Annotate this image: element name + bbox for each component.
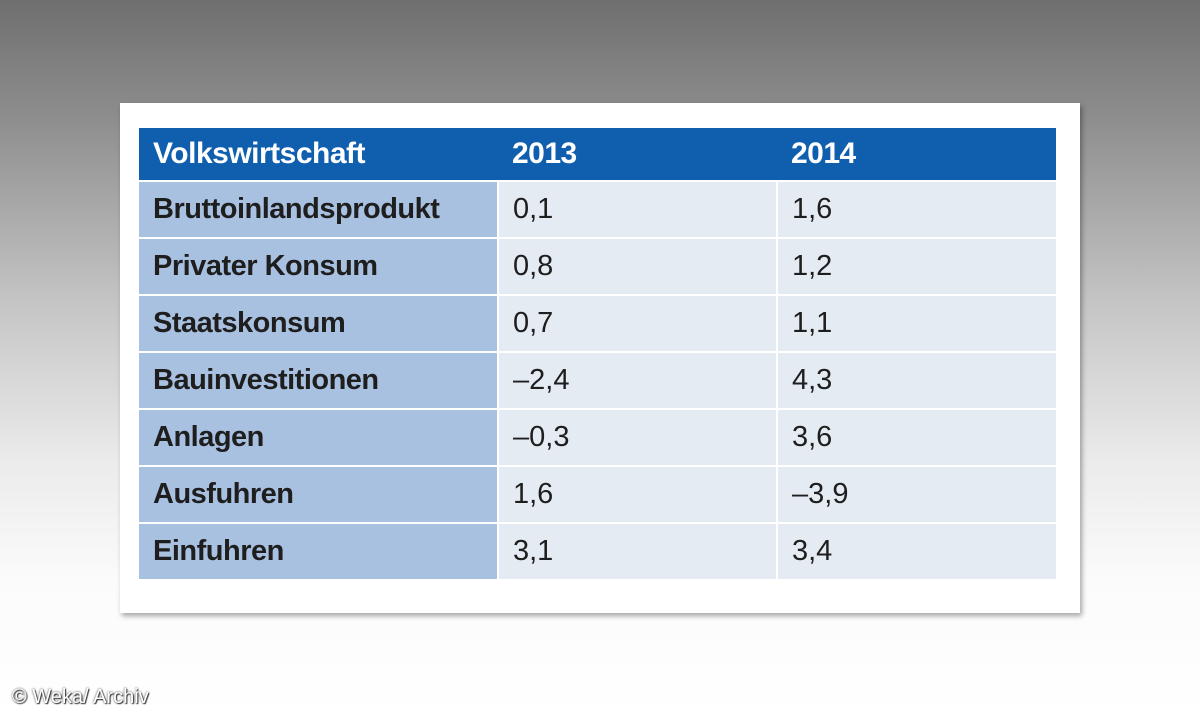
value-cell: 1,1: [776, 294, 1056, 352]
table-row: Staatskonsum 0,7 1,1: [139, 294, 1056, 352]
value-cell: 1,2: [776, 237, 1056, 295]
row-label: Anlagen: [139, 408, 498, 466]
table-row: Bauinvestitionen –2,4 4,3: [139, 351, 1056, 409]
copyright-credit: © Weka/ Archiv: [12, 686, 149, 708]
table-row: Bruttoinlandsprodukt 0,1 1,6: [139, 180, 1056, 238]
table-row: Ausfuhren 1,6 –3,9: [139, 465, 1056, 523]
table-row: Anlagen –0,3 3,6: [139, 408, 1056, 466]
table-row: Privater Konsum 0,8 1,2: [139, 237, 1056, 295]
row-label: Privater Konsum: [139, 237, 498, 295]
value-cell: –0,3: [497, 408, 777, 466]
column-header: 2014: [777, 128, 1056, 181]
column-header: 2013: [498, 128, 777, 181]
row-label: Ausfuhren: [139, 465, 498, 523]
table-row: Einfuhren 3,1 3,4: [139, 522, 1056, 579]
value-cell: 3,4: [776, 522, 1056, 579]
row-label: Bruttoinlandsprodukt: [139, 180, 498, 238]
row-label: Bauinvestitionen: [139, 351, 498, 409]
value-cell: 1,6: [497, 465, 777, 523]
value-cell: 3,1: [497, 522, 777, 579]
value-cell: –2,4: [497, 351, 777, 409]
value-cell: –3,9: [776, 465, 1056, 523]
value-cell: 0,8: [497, 237, 777, 295]
table-header-row: Volkswirtschaft 2013 2014: [139, 128, 1056, 181]
row-label: Einfuhren: [139, 522, 498, 579]
row-label: Staatskonsum: [139, 294, 498, 352]
column-header: Volkswirtschaft: [139, 128, 498, 181]
value-cell: 3,6: [776, 408, 1056, 466]
data-table: Volkswirtschaft 2013 2014 Bruttoinlandsp…: [139, 128, 1056, 579]
table-card: Volkswirtschaft 2013 2014 Bruttoinlandsp…: [120, 103, 1080, 613]
value-cell: 4,3: [776, 351, 1056, 409]
value-cell: 0,7: [497, 294, 777, 352]
value-cell: 0,1: [497, 180, 777, 238]
value-cell: 1,6: [776, 180, 1056, 238]
